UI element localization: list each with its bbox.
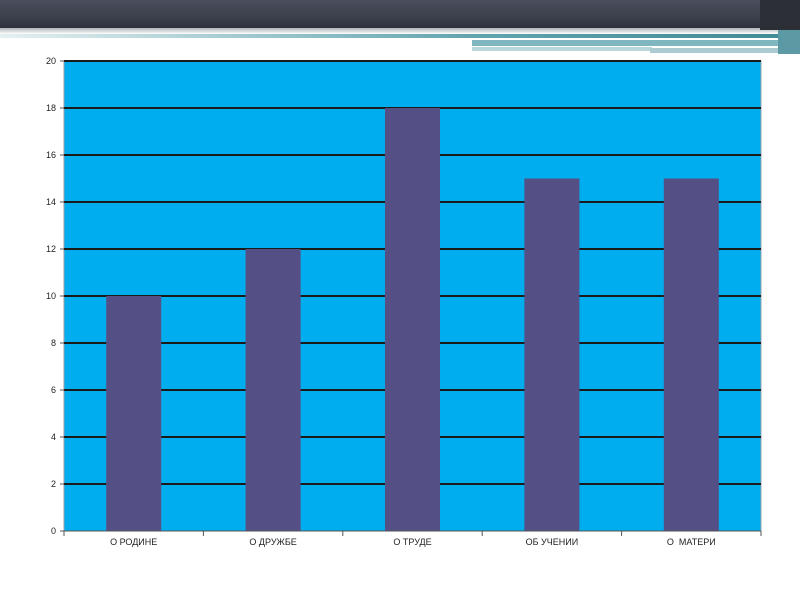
y-tick-label: 14 xyxy=(46,197,56,207)
accent-stripe xyxy=(472,47,652,51)
bar-4 xyxy=(663,178,719,531)
y-tick-label: 0 xyxy=(51,526,56,536)
accent-stripe xyxy=(0,34,800,38)
y-tick-label: 16 xyxy=(46,150,56,160)
accent-stripe xyxy=(472,40,800,46)
x-category-label: ОБ УЧЕНИИ xyxy=(526,537,579,547)
accent-stripe xyxy=(778,30,800,54)
x-category-label: О МАТЕРИ xyxy=(667,537,716,547)
y-tick-label: 8 xyxy=(51,338,56,348)
y-tick-label: 2 xyxy=(51,479,56,489)
bar-3 xyxy=(524,178,580,531)
x-category-label: О ТРУДЕ xyxy=(393,537,431,547)
bars xyxy=(106,108,719,531)
y-tick-label: 6 xyxy=(51,385,56,395)
y-tick-label: 12 xyxy=(46,244,56,254)
accent-stripe xyxy=(650,48,800,53)
x-category-label: О РОДИНЕ xyxy=(110,537,157,547)
bar-0 xyxy=(106,296,162,531)
header-shadow xyxy=(0,28,800,34)
y-tick-label: 10 xyxy=(46,291,56,301)
x-category-label: О ДРУЖБЕ xyxy=(249,537,296,547)
header-corner-block xyxy=(760,0,800,30)
bar-2 xyxy=(384,108,441,531)
bar-1 xyxy=(245,249,301,531)
y-tick-label: 20 xyxy=(46,56,56,66)
y-axis-ticks: 0 2 4 6 8 10 12 14 16 18 20 xyxy=(46,56,64,536)
y-tick-label: 4 xyxy=(51,432,56,442)
x-axis-categories: О РОДИНЕ О ДРУЖБЕ О ТРУДЕ ОБ УЧЕНИИ О МАТЕРИ xyxy=(63,531,762,547)
slide-header-bar xyxy=(0,0,800,28)
y-tick-label: 18 xyxy=(46,103,56,113)
